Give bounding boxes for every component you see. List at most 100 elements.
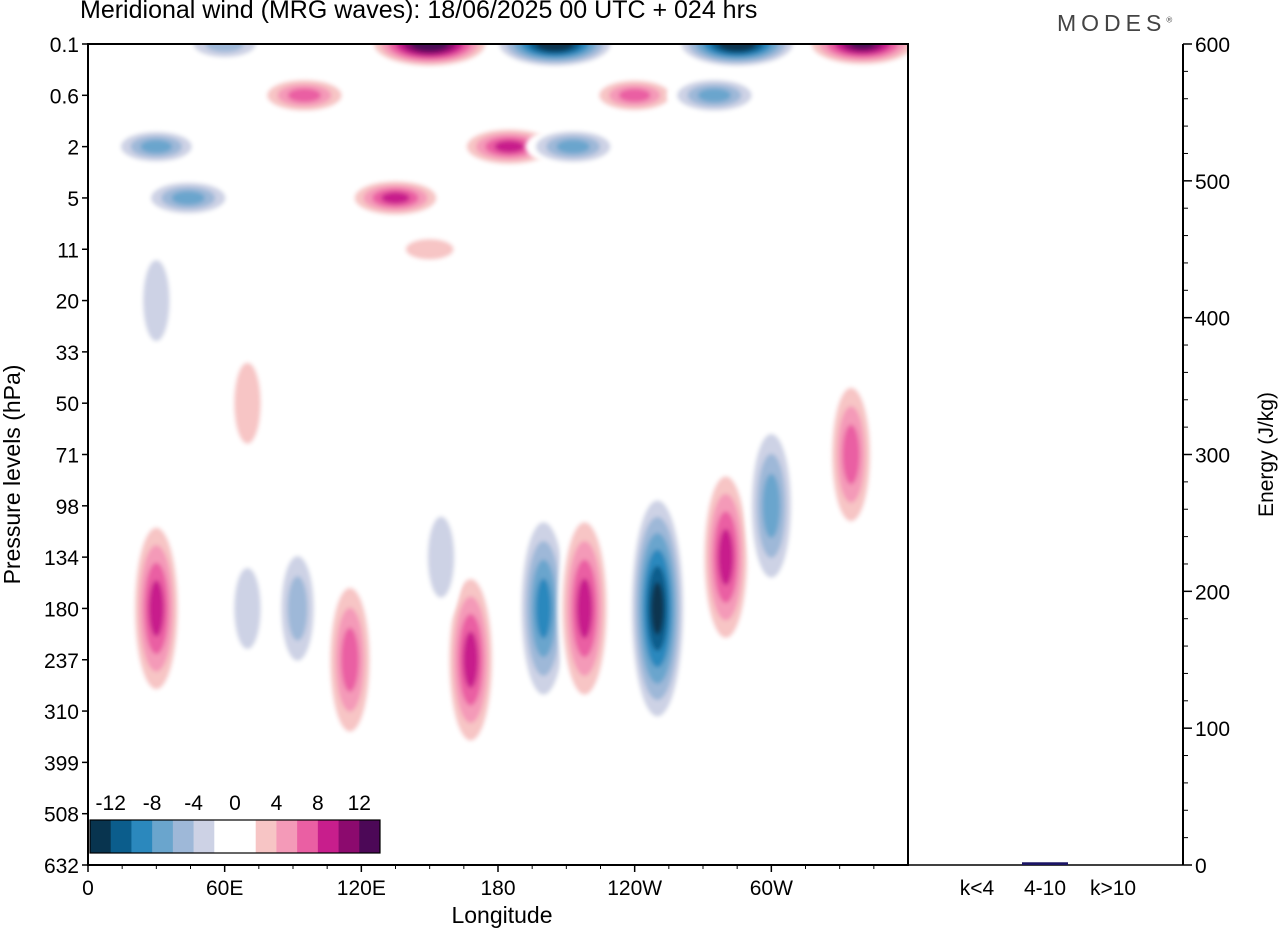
anomaly-positive (256, 75, 352, 115)
anomaly-contour (140, 140, 173, 154)
colorbar-swatch (90, 820, 112, 853)
x-tick-label: 60E (206, 877, 243, 900)
anomaly-contour (463, 631, 479, 688)
y-tick-label: 5 (67, 188, 79, 211)
anomaly-negative (110, 127, 202, 166)
anomaly-positive (390, 232, 469, 267)
colorbar-swatch (193, 820, 215, 853)
colorbar-swatch (131, 820, 153, 853)
anomaly-positive (699, 458, 752, 656)
y-tick-label: 399 (44, 752, 79, 775)
y-tick-label: 237 (44, 650, 79, 673)
y-tick-label: 180 (44, 598, 79, 621)
anomaly-positive (803, 44, 908, 68)
colorbar-label: -8 (143, 792, 162, 815)
colorbar-label: 0 (229, 792, 241, 815)
anomaly-contour (842, 424, 860, 485)
colorbar-label: -12 (96, 792, 126, 815)
energy-tick-label: 0 (1195, 855, 1207, 878)
anomaly-contour (762, 473, 781, 538)
colorbar: -12 -8 -4 0 4 8 12 (89, 792, 381, 854)
anomaly-negative (134, 234, 178, 367)
x-axis-label: Longitude (451, 902, 552, 928)
y-tick-label: 98 (56, 496, 79, 519)
anomaly-contour (205, 44, 244, 53)
anomaly-positive (130, 509, 183, 707)
x-tick-label: 120W (607, 877, 662, 900)
colorbar-swatch (110, 820, 132, 853)
anomaly-positive (589, 76, 681, 115)
colorbar-swatch (338, 820, 360, 853)
anomaly-contour (718, 529, 734, 586)
energy-tick-label: 600 (1195, 34, 1230, 57)
y-tick-label: 71 (56, 445, 79, 468)
x-tick-label: 120E (337, 877, 386, 900)
anomaly-contour (234, 567, 261, 650)
colorbar-frame (89, 819, 381, 854)
anomaly-contour (543, 44, 567, 49)
anomaly-negative (181, 44, 268, 63)
anomaly-positive (225, 337, 270, 470)
anomaly-contour (405, 238, 454, 260)
y-tick-label: 508 (44, 804, 79, 827)
anomaly-negative (419, 491, 463, 624)
colorbar-swatch (297, 820, 319, 853)
colorbar-swatch (235, 820, 257, 853)
colorbar-swatch (317, 820, 339, 853)
anomaly-contour (417, 44, 442, 49)
energy-tick-label: 400 (1195, 308, 1230, 331)
y-axis-label: Pressure levels (hPa) (0, 365, 25, 585)
anomaly-contour (576, 578, 593, 639)
energy-category-label: 4-10 (1024, 877, 1066, 900)
colorbar-swatch (255, 820, 277, 853)
colorbar-label: 4 (271, 792, 283, 815)
x-tick-label: 60W (750, 877, 793, 900)
anomaly-contour (143, 259, 170, 342)
y-tick-label: 632 (44, 855, 79, 878)
colorbar-label: 12 (348, 792, 371, 815)
colorbar-label: 8 (312, 792, 324, 815)
y-tick-label: 20 (56, 291, 79, 314)
y-tick-label: 50 (56, 393, 79, 416)
anomaly-contour (651, 582, 664, 635)
y-tick-label: 0.1 (50, 34, 79, 57)
anomaly-contour (234, 362, 261, 444)
y-tick-label: 310 (44, 701, 79, 724)
energy-category-label: k<4 (960, 877, 995, 900)
anomaly-contour (171, 191, 205, 205)
anomaly-positive (557, 503, 612, 714)
anomaly-contour (618, 88, 651, 102)
anomaly-contour (725, 44, 749, 49)
anomaly-negative (225, 542, 270, 675)
anomaly-contour (535, 578, 552, 639)
anomaly-contour (850, 44, 875, 49)
anomaly-contour (381, 192, 410, 204)
anomaly-positive (444, 561, 497, 759)
registered-mark: ® (1166, 15, 1173, 25)
x-tick-label: 0 (82, 877, 94, 900)
x-tick-label: 180 (480, 877, 515, 900)
energy-tick-label: 200 (1195, 581, 1230, 604)
anomaly-negative (666, 75, 762, 115)
colorbar-swatch (152, 820, 174, 853)
anomaly-contour (287, 88, 321, 103)
anomaly-positive (826, 369, 876, 540)
y-tick-label: 11 (57, 239, 79, 262)
anomaly-negative (516, 503, 571, 714)
anomaly-negative (140, 178, 236, 218)
anomaly-contour (148, 580, 164, 637)
anomaly-contour (697, 88, 731, 103)
energy-bar-panel: 0 100 200 300 400 500 600 Energy (J/kg) k<4 4-10 k… (908, 34, 1278, 900)
y-tick-label: 0.6 (50, 85, 79, 108)
heatmap-field (110, 44, 908, 759)
anomaly-positive (345, 177, 446, 219)
chart-title: Meridional wind (MRG waves): 18/06/2025 … (80, 0, 758, 24)
brand-text: MODES (1057, 10, 1167, 36)
colorbar-swatch (359, 820, 381, 853)
energy-tick-label: 500 (1195, 171, 1230, 194)
y-tick-label: 2 (67, 137, 79, 160)
anomaly-contour (556, 139, 590, 154)
energy-category-label: k>10 (1090, 877, 1136, 900)
anomaly-contour (427, 516, 455, 598)
